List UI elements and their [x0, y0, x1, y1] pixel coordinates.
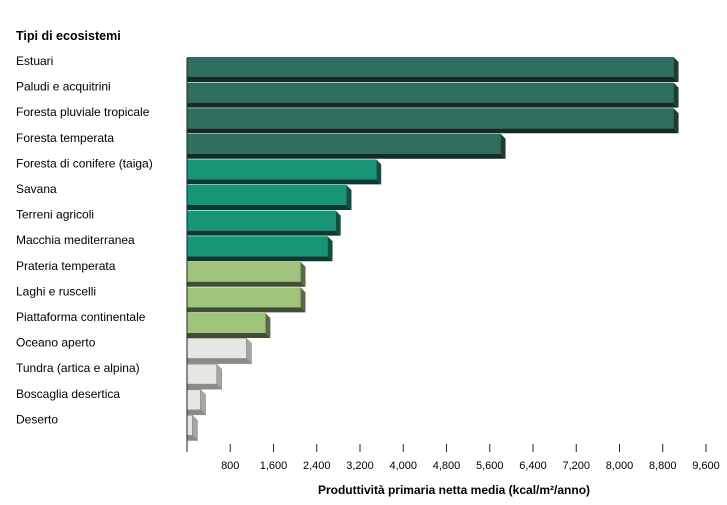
category-label: Piattaforma continentale [16, 310, 146, 324]
x-tick-label: 9,600 [692, 460, 720, 472]
x-tick-label: 6,400 [519, 460, 547, 472]
bar-14 [186, 414, 199, 442]
category-label: Macchia mediterranea [16, 233, 135, 247]
bar-side [300, 287, 306, 313]
bar-3 [187, 133, 506, 159]
bar-side [300, 261, 306, 287]
bar-bottom [187, 179, 382, 185]
bar-bottom [187, 102, 679, 108]
bar-bottom [187, 153, 506, 159]
bar-bottom [187, 205, 352, 210]
x-tick-label: 4,000 [389, 460, 417, 472]
x-tick-label: 7,200 [562, 460, 590, 472]
bar-face [187, 261, 301, 282]
bars-group [186, 57, 679, 442]
bar-11 [186, 337, 253, 365]
bar-side [335, 210, 341, 236]
category-label: Tundra (artica e alpina) [16, 361, 140, 375]
bar-face [186, 389, 201, 411]
bar-1 [187, 82, 679, 108]
x-tick-label: 8,000 [606, 460, 634, 472]
bar-bottom [187, 230, 341, 236]
bar-side [346, 185, 352, 210]
bar-7 [187, 236, 333, 262]
bar-0 [187, 57, 679, 82]
bar-face [187, 287, 301, 308]
bar-face [187, 108, 674, 129]
bar-face [187, 210, 336, 231]
bar-face [187, 82, 674, 103]
category-label: Foresta temperata [16, 131, 114, 145]
category-label: Oceano aperto [16, 336, 96, 350]
bar-side [673, 82, 679, 108]
bar-side [673, 108, 679, 134]
bar-12 [186, 363, 223, 390]
bar-side [500, 133, 506, 159]
category-label: Deserto [16, 412, 58, 426]
bar-8 [187, 261, 306, 287]
category-label: Boscaglia desertica [16, 387, 120, 401]
bar-face [186, 363, 218, 385]
bar-face [187, 57, 674, 77]
bar-10 [187, 313, 271, 338]
bar-bottom [187, 333, 271, 338]
bar-13 [186, 389, 207, 416]
bar-9 [187, 287, 306, 313]
x-tick-label: 800 [221, 460, 239, 472]
bar-face [187, 313, 266, 333]
bar-side [376, 159, 382, 185]
bar-side [673, 57, 679, 82]
x-tick-label: 3,200 [346, 460, 374, 472]
bar-face [186, 415, 193, 436]
category-label: Paludi e acquitrini [16, 80, 111, 94]
x-tick-label: 1,600 [260, 460, 288, 472]
bar-bottom [187, 77, 679, 82]
bar-face [187, 236, 328, 257]
bar-6 [187, 210, 341, 236]
x-tick-label: 2,400 [303, 460, 331, 472]
bar-5 [187, 185, 352, 210]
chart-title: Tipi di ecosistemi [16, 29, 121, 43]
bar-bottom [187, 128, 679, 134]
bar-face [187, 133, 501, 154]
bar-2 [187, 108, 679, 134]
bar-bottom [186, 383, 223, 390]
bar-face [187, 185, 347, 205]
bar-side [327, 236, 333, 262]
category-label: Foresta pluviale tropicale [16, 105, 150, 119]
bar-bottom [187, 256, 333, 262]
bar-4 [187, 159, 382, 185]
category-labels: Estuari Paludi e acquitrini Foresta pluvia… [16, 54, 153, 426]
bar-bottom [187, 307, 306, 313]
category-label: Terreni agricoli [16, 208, 94, 222]
category-label: Savana [16, 182, 57, 196]
x-tick-label: 5,600 [476, 460, 504, 472]
bar-side [265, 313, 271, 338]
x-axis-title: Produttività primaria netta media (kcal/… [318, 483, 590, 497]
x-tick-label: 8,800 [649, 460, 677, 472]
bar-bottom [186, 358, 253, 364]
bar-face [187, 159, 377, 180]
category-label: Laghi e ruscelli [16, 284, 96, 298]
bar-face [186, 338, 247, 359]
x-ticks: 800 1,600 2,400 3,200 4,000 4,800 5,600 6,400 7,… [221, 444, 720, 472]
category-label: Foresta di conifere (taiga) [16, 156, 153, 170]
category-label: Prateria temperata [16, 259, 116, 273]
x-tick-label: 4,800 [433, 460, 461, 472]
bar-bottom [187, 281, 306, 287]
category-label: Estuari [16, 54, 53, 68]
